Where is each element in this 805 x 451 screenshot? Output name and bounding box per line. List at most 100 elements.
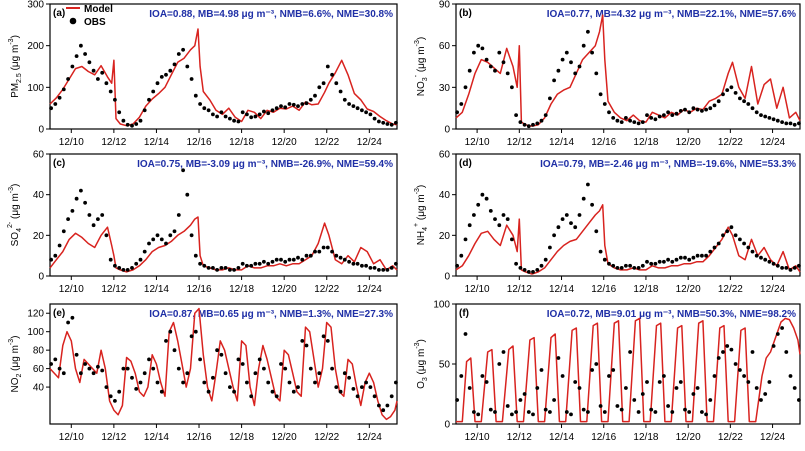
obs-point — [569, 412, 573, 417]
obs-point — [543, 113, 548, 117]
obs-point — [678, 255, 683, 260]
obs-point — [181, 168, 186, 173]
obs-point — [96, 364, 100, 369]
obs-point — [510, 237, 514, 242]
x-tick-label: 12/10 — [465, 432, 490, 443]
obs-point — [548, 410, 552, 414]
obs-point — [510, 85, 514, 90]
obs-point — [138, 380, 143, 385]
obs-point — [716, 241, 721, 246]
obs-point — [360, 385, 364, 389]
obs-point — [117, 110, 122, 115]
obs-point — [771, 261, 776, 266]
y-tick-label: 90 — [439, 0, 451, 11]
obs-point — [300, 339, 305, 343]
obs-point — [330, 72, 334, 77]
obs-point — [543, 407, 548, 412]
obs-point — [113, 263, 117, 268]
obs-point — [164, 339, 168, 343]
obs-point — [624, 386, 628, 390]
obs-point — [683, 407, 687, 412]
obs-point — [262, 109, 266, 114]
obs-point — [607, 261, 611, 266]
obs-point — [716, 99, 721, 104]
x-tick-label: 12/20 — [676, 284, 701, 295]
obs-point — [695, 107, 700, 112]
obs-point — [552, 398, 556, 402]
y-label-unit: (μg m — [416, 194, 427, 223]
x-tick-label: 12/18 — [229, 284, 254, 295]
obs-point — [564, 410, 569, 414]
obs-point — [83, 200, 87, 205]
obs-point — [236, 266, 241, 270]
obs-point — [168, 329, 173, 334]
obs-point — [389, 266, 394, 270]
obs-point — [70, 64, 75, 69]
obs-point — [313, 380, 317, 385]
obs-point — [168, 68, 173, 73]
obs-point — [759, 255, 763, 260]
y-label-sup: + — [413, 223, 420, 227]
obs-point — [189, 77, 194, 81]
obs-point — [155, 380, 160, 385]
obs-point — [189, 334, 194, 339]
legend-model-label: Model — [84, 4, 113, 15]
obs-point — [581, 196, 586, 201]
y-tick-label: 0 — [38, 125, 44, 136]
y-tick-label: 100 — [27, 83, 44, 94]
obs-point — [202, 380, 207, 385]
obs-point — [636, 266, 641, 270]
obs-point — [459, 102, 464, 106]
y-label-unit-sup: -3 — [8, 38, 15, 44]
obs-point — [185, 371, 190, 376]
x-tick-label: 12/14 — [144, 137, 169, 148]
obs-point — [300, 257, 305, 262]
obs-point — [245, 380, 249, 385]
obs-point — [223, 266, 228, 270]
obs-point — [308, 97, 313, 102]
obs-point — [569, 221, 573, 226]
stats-text: IOA=0.79, MB=-2.46 μg m⁻³, NMB=-19.6%, N… — [540, 159, 796, 170]
obs-point — [164, 241, 168, 246]
y-label-base: NO — [416, 81, 427, 96]
obs-point — [505, 404, 510, 408]
obs-point — [788, 374, 793, 378]
obs-point — [645, 113, 649, 117]
obs-point — [104, 81, 109, 86]
obs-point — [100, 213, 105, 217]
obs-point — [215, 114, 220, 119]
obs-point — [763, 114, 768, 119]
obs-point — [74, 196, 79, 201]
obs-point — [759, 113, 763, 117]
obs-point — [262, 366, 266, 371]
obs-point — [228, 268, 232, 272]
obs-point — [377, 403, 381, 408]
obs-point — [518, 398, 523, 402]
obs-point — [159, 389, 164, 394]
x-tick-label: 12/18 — [633, 284, 658, 295]
obs-point — [291, 257, 296, 262]
obs-point — [712, 374, 717, 378]
obs-point — [602, 410, 607, 414]
y-axis-label: PM2.5 (μg m-3) — [8, 35, 23, 98]
obs-point — [57, 243, 62, 248]
obs-point — [159, 237, 164, 242]
obs-point — [763, 392, 768, 396]
obs-point — [480, 192, 485, 197]
obs-point — [355, 394, 360, 399]
obs-point — [526, 124, 531, 129]
obs-point — [493, 410, 497, 414]
x-tick-label: 12/18 — [229, 137, 254, 148]
obs-point — [729, 85, 734, 90]
obs-point — [49, 106, 53, 111]
panel-3: 0 20 40 60 12/10 12/12 12/14 12/16 12/18 12/20 12/… — [413, 150, 801, 295]
y-label-unit: (μg m — [10, 193, 21, 222]
x-tick-label: 12/12 — [101, 137, 126, 148]
obs-point — [96, 77, 100, 81]
obs-point — [57, 95, 62, 100]
x-tick-label: 12/14 — [549, 284, 574, 295]
obs-point — [198, 357, 203, 362]
obs-point — [493, 68, 497, 73]
panel-5: 0 50 100 12/10 12/12 12/14 12/16 12/18 12/20 12/2… — [414, 300, 801, 443]
